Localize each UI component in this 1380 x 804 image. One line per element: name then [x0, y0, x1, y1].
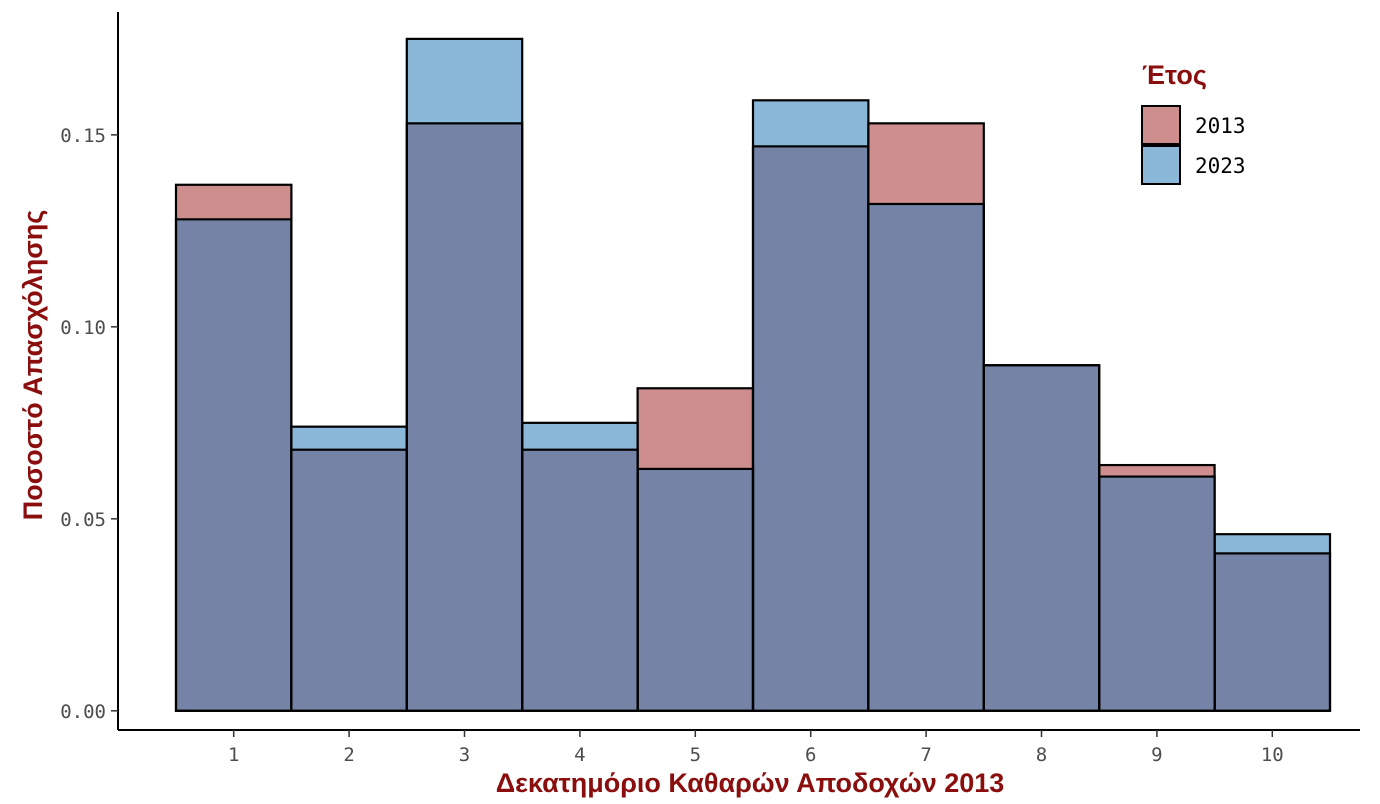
bar-outline-2023-10	[1213, 533, 1332, 712]
legend-title: Έτος	[1142, 60, 1207, 90]
bar-2023-9	[1099, 476, 1215, 711]
bar-2023-3	[406, 38, 523, 711]
x-axis-title: Δεκατημόριο Καθαρών Αποδοχών 2013	[496, 768, 1005, 798]
bar-2023-7	[868, 203, 984, 711]
legend: Έτος 2013 2023	[1141, 60, 1246, 185]
y-tick-label: 0.10	[60, 317, 106, 339]
x-tick-label: 10	[1261, 744, 1284, 766]
x-tick-label: 7	[920, 744, 931, 766]
bar-outline-2023-3	[405, 37, 524, 712]
x-tick-label: 4	[574, 744, 585, 766]
x-tick-label: 9	[1151, 744, 1162, 766]
legend-swatch-2013	[1141, 105, 1181, 145]
series-2023-bars	[176, 38, 1330, 711]
y-axis-title: Ποσοστό Απασχόλησης	[18, 210, 48, 521]
y-tick-label: 0.15	[60, 125, 106, 147]
bar-2023-2	[291, 426, 407, 711]
legend-swatch-2023	[1141, 145, 1181, 185]
x-tick-label: 1	[228, 744, 239, 766]
y-axis-ticks: 0.00 0.05 0.10 0.15	[60, 125, 118, 723]
bar-outlines	[174, 37, 1332, 712]
bar-2023-4	[522, 422, 638, 711]
x-tick-label: 8	[1036, 744, 1047, 766]
y-tick-label: 0.00	[60, 701, 106, 723]
bar-2023-10	[1214, 534, 1330, 711]
bar-2023-1	[176, 219, 292, 711]
x-axis-ticks: 1 2 3 4 5 6 7 8 9 10	[228, 730, 1284, 766]
x-tick-label: 5	[690, 744, 701, 766]
x-tick-label: 3	[459, 744, 470, 766]
y-tick-label: 0.05	[60, 509, 106, 531]
x-tick-label: 2	[343, 744, 354, 766]
x-tick-label: 6	[805, 744, 816, 766]
legend-items: 2013 2023	[1141, 105, 1246, 185]
legend-label-2023: 2023	[1195, 154, 1246, 178]
bar-2023-5	[637, 468, 753, 711]
bar-2023-6	[753, 100, 869, 711]
legend-label-2013: 2013	[1195, 114, 1246, 138]
bar-2023-8	[983, 365, 1100, 711]
